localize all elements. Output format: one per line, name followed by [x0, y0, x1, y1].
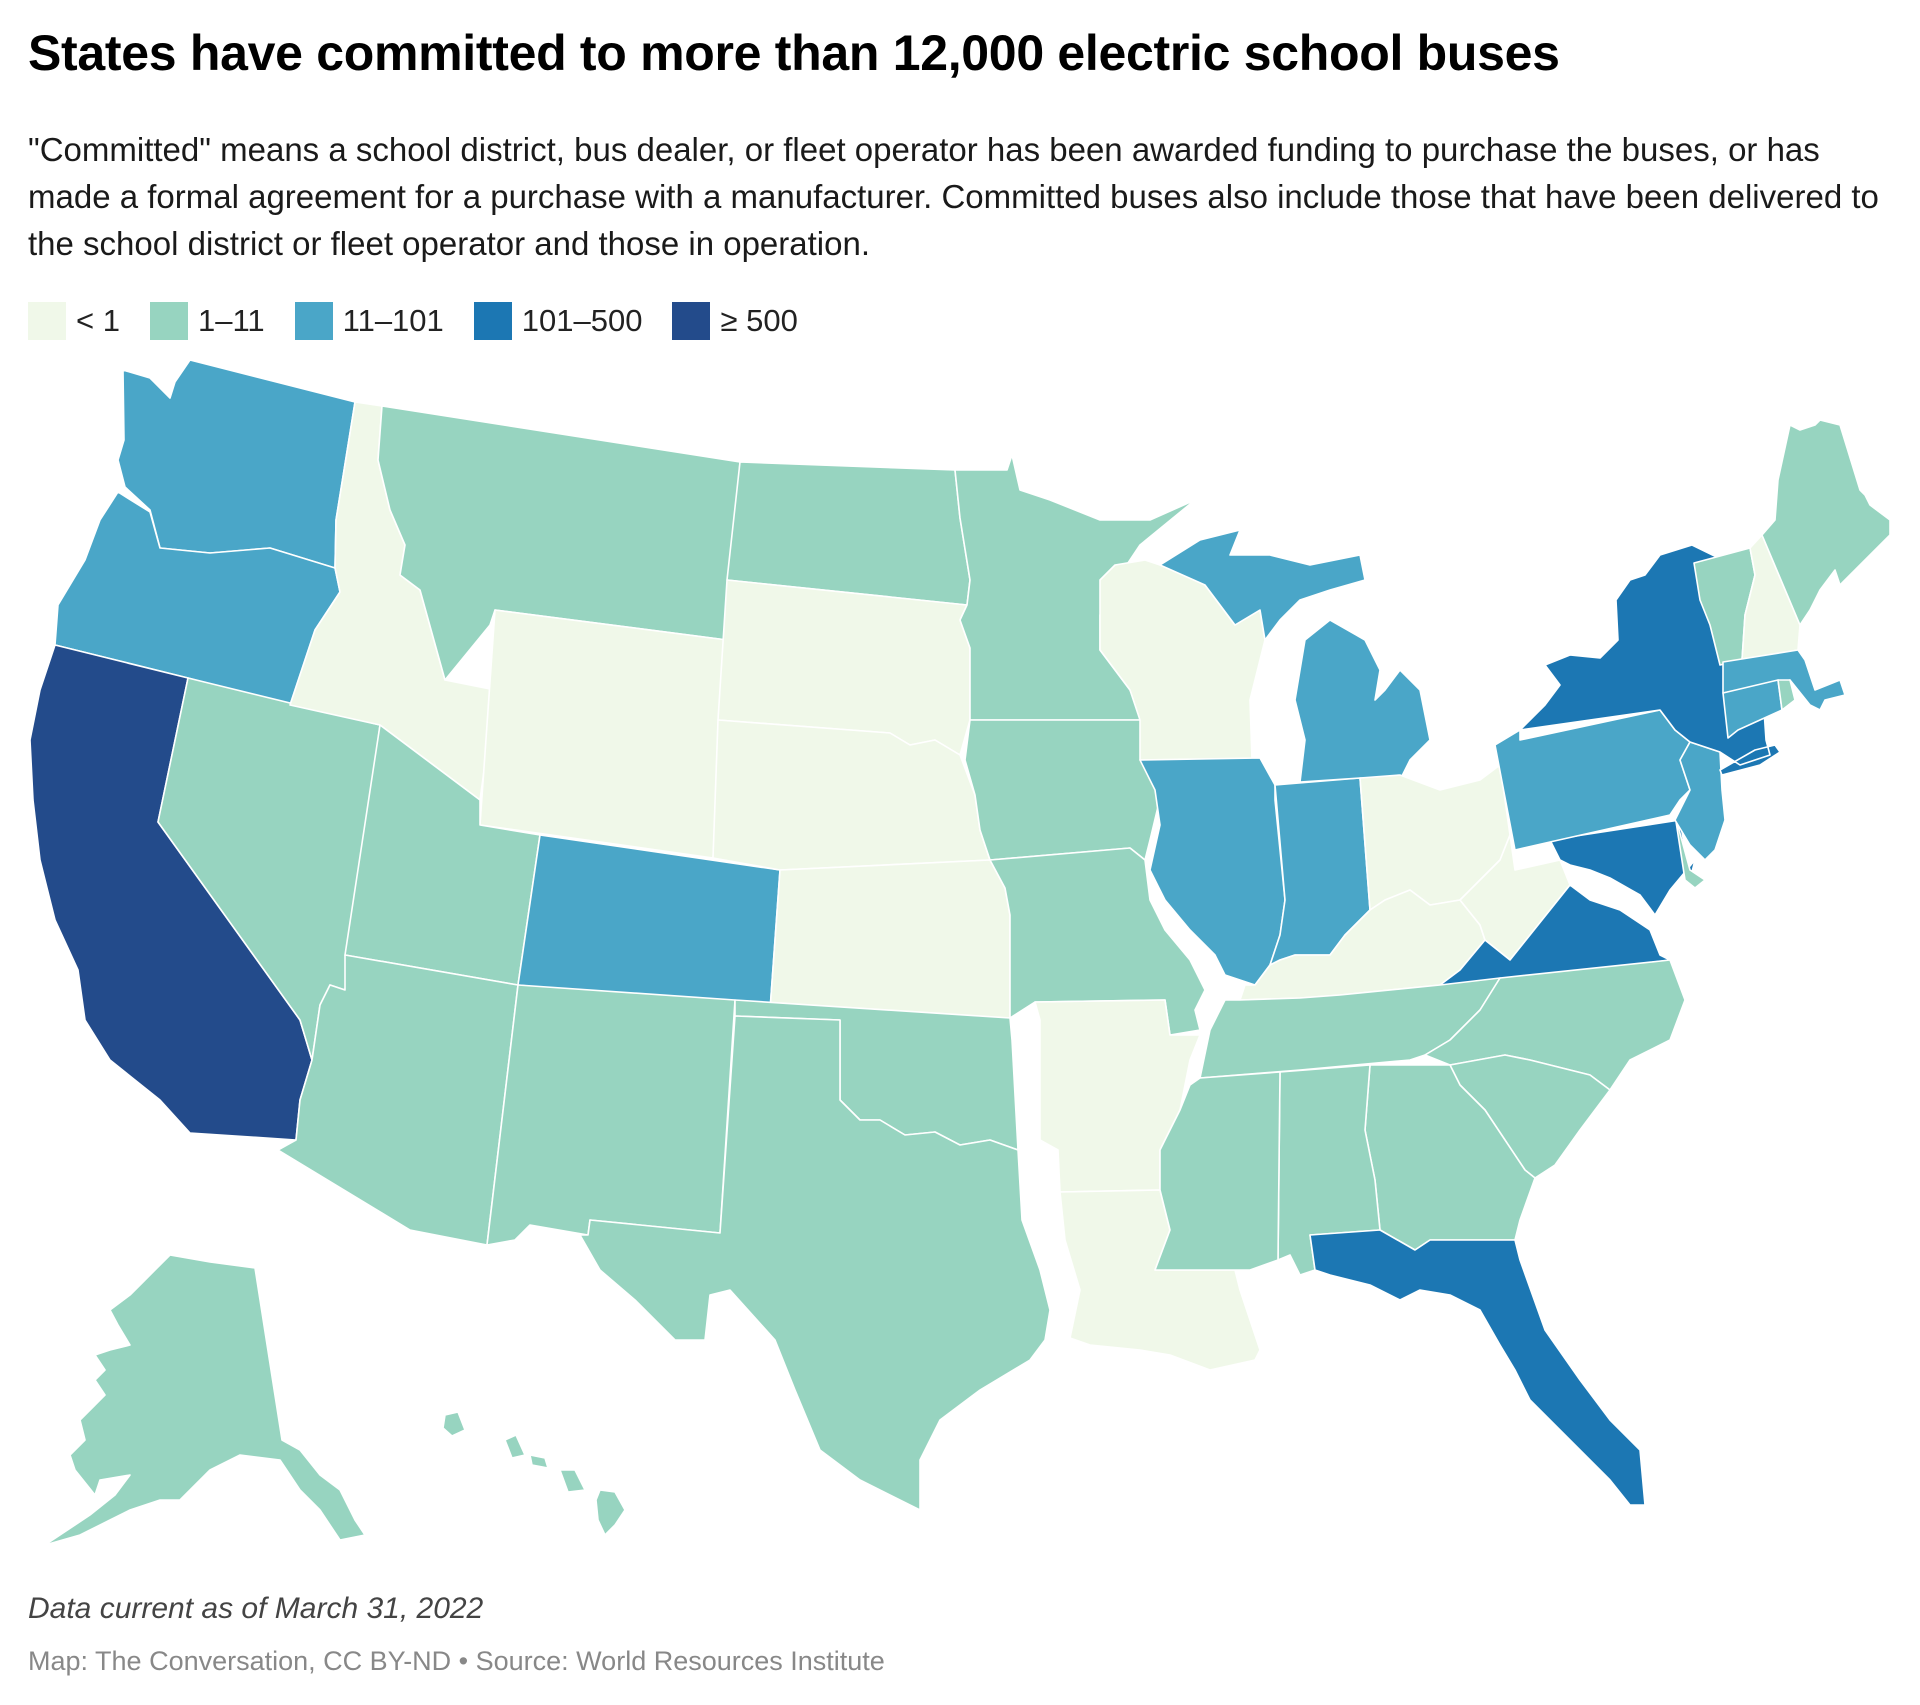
state-michigan[interactable] — [1159, 529, 1431, 783]
state-rhode-island[interactable] — [1777, 679, 1796, 711]
legend-swatch — [149, 302, 188, 340]
state-kansas[interactable] — [769, 859, 1011, 1019]
state-missouri[interactable] — [989, 847, 1206, 1036]
legend-item-11-101: 11–101 — [294, 302, 444, 340]
state-alaska[interactable] — [44, 1254, 366, 1546]
state-illinois[interactable] — [1139, 757, 1286, 986]
legend-item-1-11: 1–11 — [149, 302, 265, 340]
state-new-mexico[interactable] — [486, 984, 736, 1246]
state-texas[interactable] — [579, 1015, 1051, 1511]
source-credit: Map: The Conversation, CC BY-ND • Source… — [28, 1646, 885, 1676]
state-virginia[interactable] — [1439, 884, 1671, 991]
legend-swatch — [473, 302, 512, 340]
legend-label: 11–101 — [342, 303, 444, 338]
chart-subtitle: "Committed" means a school district, bus… — [28, 131, 1879, 262]
state-wyoming[interactable] — [479, 609, 728, 859]
legend-label: ≥ 500 — [720, 303, 798, 338]
state-florida[interactable] — [1309, 1229, 1646, 1506]
legend-swatch — [672, 302, 711, 340]
state-new-jersey[interactable] — [1674, 741, 1726, 861]
state-hawaii[interactable] — [442, 1411, 626, 1536]
legend-item-gte500: ≥ 500 — [672, 302, 798, 340]
state-delaware[interactable] — [1674, 814, 1706, 889]
state-iowa[interactable] — [964, 719, 1163, 861]
data-note: Data current as of March 31, 2022 — [28, 1592, 484, 1625]
legend-label: 1–11 — [197, 303, 265, 338]
chart-title: States have committed to more than 12,00… — [28, 25, 1560, 81]
legend-item-lt1: < 1 — [28, 302, 120, 340]
legend-label: 101–500 — [521, 303, 643, 338]
legend: < 1 1–11 11–101 101–500 ≥ 500 — [28, 302, 828, 340]
legend-label: < 1 — [76, 303, 120, 338]
legend-swatch — [294, 302, 333, 340]
legend-swatch — [28, 302, 66, 340]
state-mississippi[interactable] — [1154, 1071, 1281, 1271]
legend-item-101-500: 101–500 — [473, 302, 643, 340]
state-maine[interactable] — [1761, 419, 1891, 626]
